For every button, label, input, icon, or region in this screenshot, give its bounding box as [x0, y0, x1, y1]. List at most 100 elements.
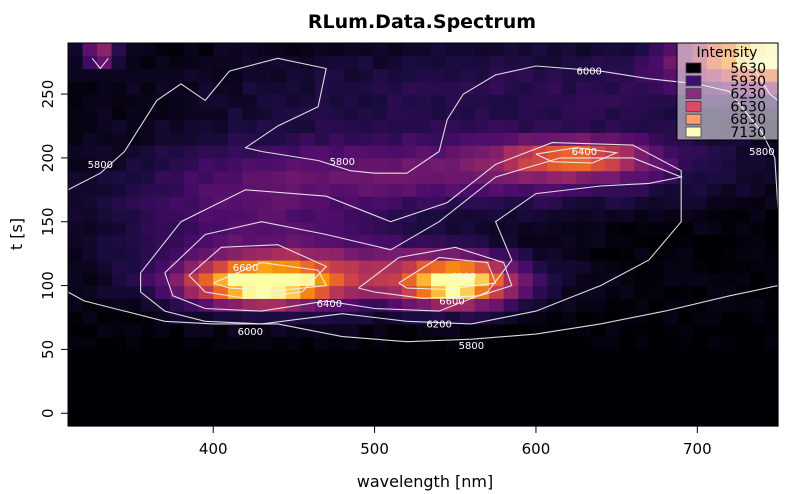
- heatmap-cell: [402, 145, 418, 159]
- contour-line: [164, 157, 684, 312]
- heatmap-cell: [140, 68, 156, 82]
- heatmap-cell: [68, 336, 84, 350]
- heatmap-cell: [532, 132, 548, 146]
- heatmap-cell: [489, 374, 505, 389]
- heatmap-cell: [314, 400, 331, 414]
- heatmap-cell: [314, 145, 331, 159]
- heatmap-cell: [634, 247, 650, 261]
- heatmap-cell: [750, 196, 766, 210]
- heatmap-cell: [213, 362, 229, 376]
- heatmap-cell: [707, 208, 723, 223]
- heatmap-cell: [402, 170, 418, 185]
- heatmap-cell: [402, 234, 418, 248]
- heatmap-cell: [503, 157, 519, 172]
- heatmap-cell: [663, 413, 679, 427]
- heatmap-cell: [736, 170, 752, 185]
- heatmap-cell: [126, 387, 142, 402]
- heatmap-cell: [619, 157, 635, 172]
- heatmap-cell: [750, 311, 766, 325]
- heatmap-cell: [227, 260, 243, 274]
- heatmap-cell: [445, 196, 461, 210]
- heatmap-cell: [372, 55, 389, 70]
- heatmap-cell: [402, 221, 418, 236]
- heatmap-cell: [329, 285, 345, 299]
- heatmap-cell: [227, 106, 243, 121]
- heatmap-cell: [155, 221, 171, 236]
- heatmap-cell: [343, 362, 360, 376]
- heatmap-cell: [343, 68, 360, 82]
- heatmap-cell: [518, 157, 534, 172]
- heatmap-cell: [271, 247, 287, 261]
- heatmap-cell: [547, 234, 563, 248]
- heatmap-cell: [198, 311, 214, 325]
- heatmap-cell: [111, 311, 127, 325]
- heatmap-cell: [140, 336, 156, 350]
- heatmap-cell: [431, 413, 447, 427]
- heatmap-cell: [285, 55, 301, 70]
- heatmap-cell: [431, 132, 447, 146]
- heatmap-cell: [387, 132, 403, 146]
- heatmap-cell: [416, 349, 432, 363]
- heatmap-cell: [256, 362, 272, 376]
- heatmap-cell: [82, 285, 98, 299]
- heatmap-cell: [256, 183, 272, 197]
- heatmap-cell: [721, 272, 737, 287]
- heatmap-cell: [184, 362, 200, 376]
- heatmap-cell: [518, 272, 534, 287]
- heatmap-cell: [242, 81, 258, 95]
- heatmap-cell: [677, 323, 694, 338]
- heatmap-cell: [750, 387, 766, 402]
- heatmap-cell: [97, 68, 113, 82]
- heatmap-cell: [213, 298, 229, 312]
- heatmap-cell: [576, 336, 592, 350]
- heatmap-cell: [97, 81, 113, 95]
- heatmap-cell: [721, 247, 737, 261]
- heatmap-cell: [184, 183, 200, 197]
- heatmap-cell: [765, 183, 779, 197]
- heatmap-cell: [677, 272, 694, 287]
- heatmap-cell: [242, 94, 258, 108]
- heatmap-cell: [416, 81, 432, 95]
- heatmap-cell: [416, 145, 432, 159]
- heatmap-cell: [576, 234, 592, 248]
- heatmap-cell: [489, 208, 505, 223]
- heatmap-cell: [416, 387, 432, 402]
- heatmap-cell: [590, 400, 606, 414]
- heatmap-cell: [547, 374, 563, 389]
- heatmap-cell: [155, 349, 171, 363]
- heatmap-cell: [213, 43, 229, 57]
- heatmap-cell: [111, 247, 127, 261]
- heatmap-cell: [561, 196, 577, 210]
- heatmap-cell: [707, 170, 723, 185]
- heatmap-cell: [387, 145, 403, 159]
- heatmap-cell: [285, 208, 301, 223]
- legend-swatch: [685, 101, 702, 112]
- heatmap-cell: [126, 285, 142, 299]
- heatmap-cell: [140, 247, 156, 261]
- heatmap-cell: [503, 208, 519, 223]
- heatmap-cell: [329, 336, 345, 350]
- heatmap-cell: [155, 285, 171, 299]
- heatmap-cell: [503, 43, 519, 57]
- legend-label: 5630: [730, 61, 766, 77]
- heatmap-cell: [561, 311, 577, 325]
- heatmap-cell: [532, 336, 548, 350]
- heatmap-cell: [561, 298, 577, 312]
- heatmap-cell: [605, 157, 621, 172]
- heatmap-cell: [82, 55, 98, 70]
- heatmap-cell: [372, 336, 389, 350]
- heatmap-cell: [518, 196, 534, 210]
- heatmap-cell: [532, 234, 548, 248]
- heatmap-cell: [387, 413, 403, 427]
- heatmap-cell: [518, 387, 534, 402]
- heatmap-cell: [343, 208, 360, 223]
- heatmap-cell: [300, 81, 316, 95]
- heatmap-cell: [605, 43, 621, 57]
- heatmap-cell: [198, 272, 214, 287]
- heatmap-cell: [402, 132, 418, 146]
- heatmap-cell: [256, 221, 272, 236]
- heatmap-cell: [271, 374, 287, 389]
- heatmap-cell: [82, 183, 98, 197]
